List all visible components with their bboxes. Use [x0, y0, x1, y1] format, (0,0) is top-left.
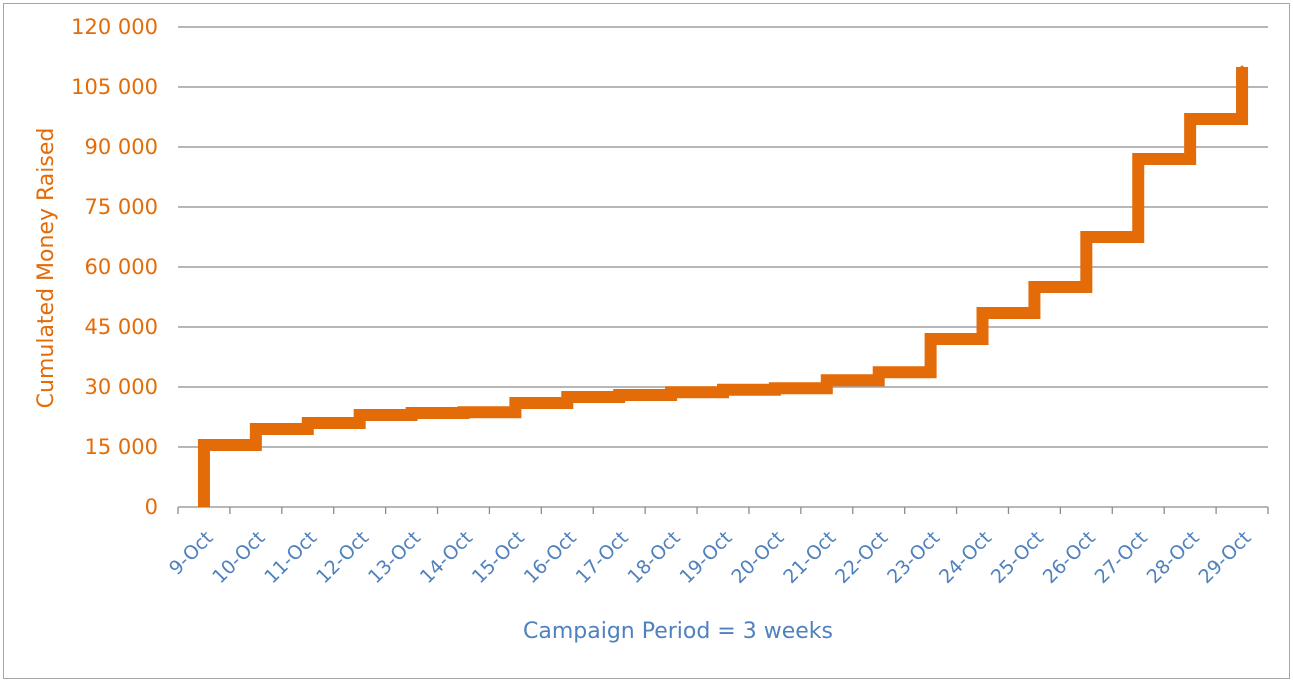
x-tick-label: 23-Oct [883, 527, 944, 588]
x-tick-label: 26-Oct [1039, 527, 1100, 588]
gridlines [177, 26, 1269, 514]
x-tick-label: 29-Oct [1194, 527, 1255, 588]
y-tick-label: 105 000 [71, 75, 158, 99]
x-tick-label: 20-Oct [727, 527, 788, 588]
x-tick-label: 25-Oct [987, 527, 1048, 588]
data-point [513, 401, 517, 405]
x-tick-label: 12-Oct [312, 527, 373, 588]
data-point [461, 410, 465, 414]
data-point [877, 370, 881, 374]
data-point [773, 386, 777, 390]
x-tick-label: 21-Oct [779, 527, 840, 588]
x-tick-label: 22-Oct [831, 527, 892, 588]
x-tick-label: 14-Oct [416, 527, 477, 588]
x-axis-label: Campaign Period = 3 weeks [523, 619, 833, 644]
y-axis-label: Cumulated Money Raised [34, 128, 59, 409]
chart-frame [3, 3, 1290, 679]
x-tick-label: 10-Oct [208, 527, 269, 588]
data-point [358, 413, 362, 417]
data-point [410, 411, 414, 415]
x-tick-label: 17-Oct [572, 527, 633, 588]
y-tick-labels: 0 15 000 30 000 45 000 60 000 75 000 90 000 105… [71, 15, 158, 519]
x-tick-label: 27-Oct [1091, 527, 1152, 588]
y-tick-label: 60 000 [85, 255, 158, 279]
data-point [1084, 235, 1088, 239]
y-tick-label: 30 000 [85, 375, 158, 399]
data-point [254, 427, 258, 431]
x-tick-label: 11-Oct [260, 527, 321, 588]
data-point [306, 421, 310, 425]
y-tick-label: 120 000 [71, 15, 158, 39]
y-tick-label: 0 [145, 495, 158, 519]
x-tick-label: 15-Oct [468, 527, 529, 588]
data-point [202, 443, 206, 447]
y-tick-label: 45 000 [85, 315, 158, 339]
data-point [1188, 117, 1192, 121]
data-point [1032, 285, 1036, 289]
y-tick-label: 90 000 [85, 135, 158, 159]
data-point [617, 393, 621, 397]
x-tick-label: 16-Oct [520, 527, 581, 588]
x-tick-label: 24-Oct [935, 527, 996, 588]
y-tick-label: 75 000 [85, 195, 158, 219]
series-line [197, 67, 1249, 507]
data-point [1136, 157, 1140, 161]
series-layer [197, 65, 1249, 507]
x-tick-label: 18-Oct [624, 527, 685, 588]
data-point [981, 311, 985, 315]
data-point [825, 378, 829, 382]
data-point [669, 390, 673, 394]
y-tick-label: 15 000 [85, 435, 158, 459]
data-point [565, 395, 569, 399]
x-tick-label: 13-Oct [364, 527, 425, 588]
x-tick-label: 19-Oct [675, 527, 736, 588]
data-point [929, 337, 933, 341]
x-tick-labels: 9-Oct10-Oct11-Oct12-Oct13-Oct14-Oct15-Oc… [165, 527, 1256, 588]
x-tick-label: 28-Oct [1143, 527, 1204, 588]
data-point [721, 388, 725, 392]
data-point [1240, 65, 1244, 69]
